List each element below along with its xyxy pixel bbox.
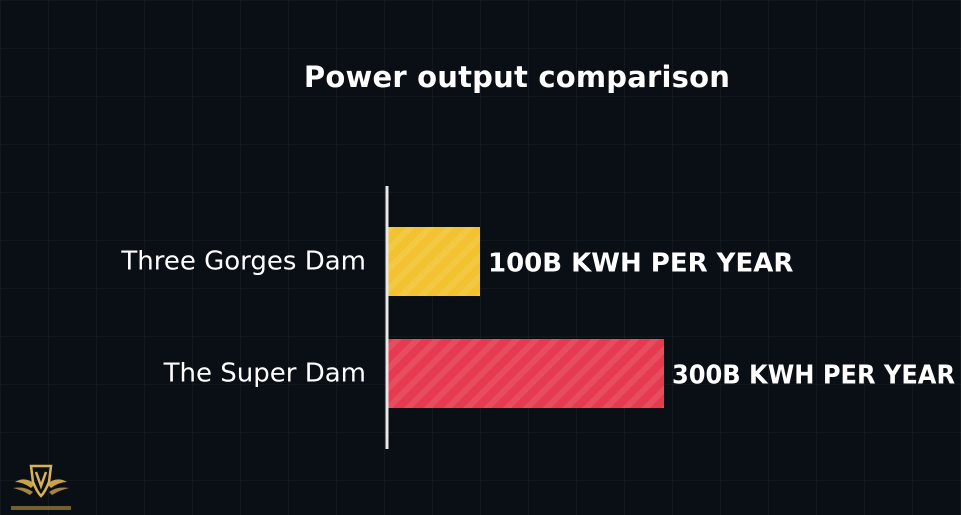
chart-title: Power output comparison	[303, 60, 731, 94]
watermark-logo-icon	[11, 464, 71, 510]
value-label: 100B KWH PER YEAR	[488, 249, 793, 279]
value-label: 300B KWH PER YEAR	[672, 361, 955, 391]
bar-texture-1	[388, 339, 664, 408]
bar-texture-0	[388, 227, 480, 296]
category-label: Three Gorges Dam	[120, 247, 366, 277]
category-label: The Super Dam	[163, 359, 366, 389]
